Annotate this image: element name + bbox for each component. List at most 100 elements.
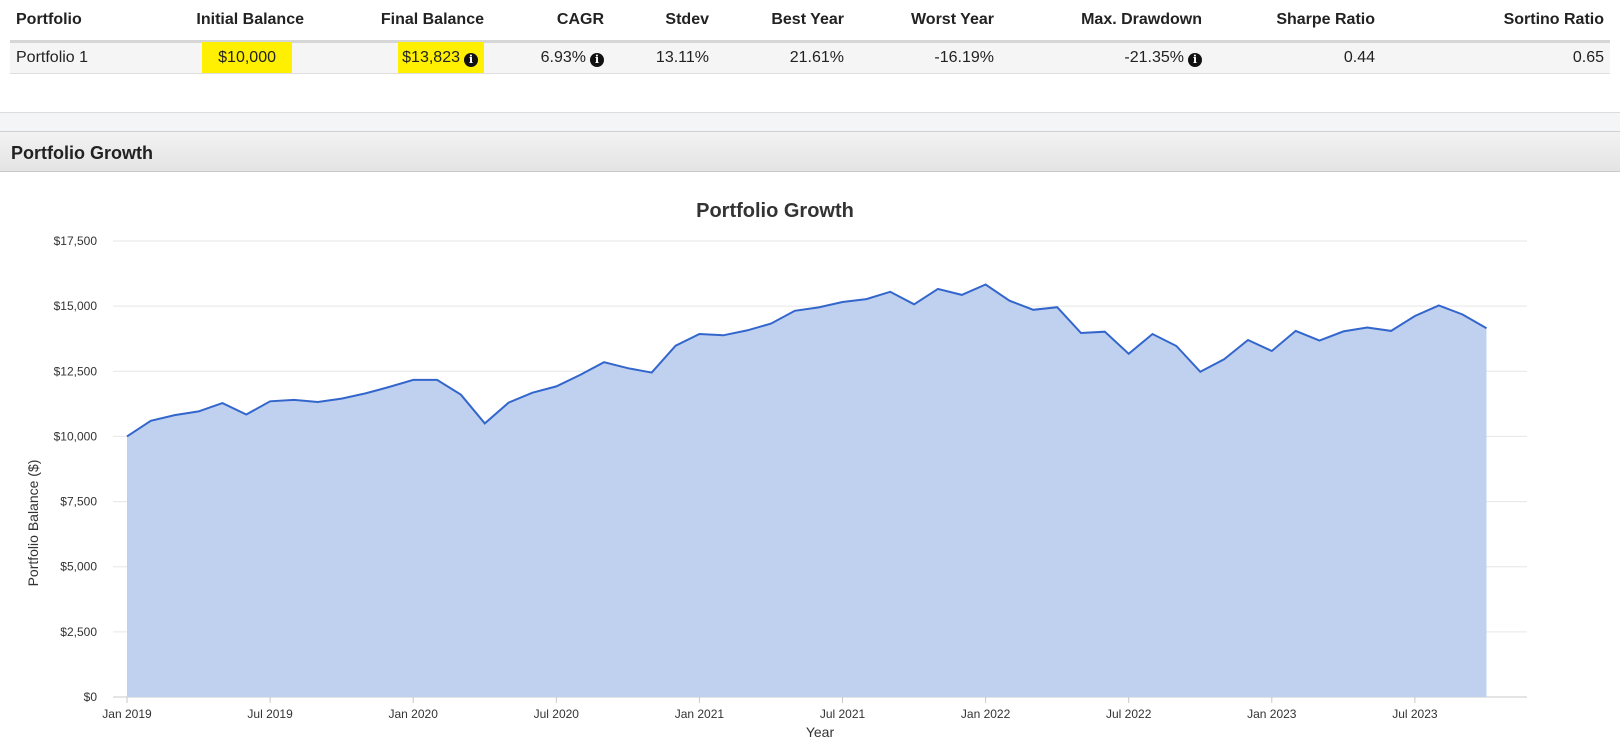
header-portfolio: Portfolio xyxy=(10,0,160,43)
x-tick-label: Jul 2021 xyxy=(820,707,866,721)
data-point[interactable]: Aug 2021 xyxy=(862,295,870,303)
data-point[interactable]: Jun 2019 xyxy=(242,411,250,419)
data-point[interactable]: Feb 2023 xyxy=(1292,327,1300,335)
data-point[interactable]: Jun 2021 xyxy=(815,303,823,311)
x-axis-ticks: Jan 2019 Jul 2019 Jan 2020 Jul 2020 Jan 2021… xyxy=(102,697,1438,721)
data-point[interactable]: Mar 2019 xyxy=(171,411,179,419)
data-point[interactable]: Feb 2019 xyxy=(147,417,155,425)
data-point[interactable]: May 2022 xyxy=(1077,329,1085,337)
data-point[interactable]: Jun 2023 xyxy=(1387,327,1395,335)
data-point[interactable]: Sep 2020 xyxy=(600,358,608,366)
info-circle-icon[interactable]: i xyxy=(464,52,478,67)
y-tick-label: $15,000 xyxy=(54,299,98,313)
data-point[interactable]: May 2023 xyxy=(1363,324,1371,332)
x-tick-label: Jan 2020 xyxy=(389,707,439,721)
data-point[interactable]: Aug 2022 xyxy=(1149,330,1157,338)
data-point[interactable]: Jan 2023 xyxy=(1268,347,1276,355)
data-point[interactable]: May 2019 xyxy=(218,399,226,407)
header-sharpe-ratio: Sharpe Ratio xyxy=(1208,0,1381,43)
data-point[interactable]: Feb 2020 xyxy=(433,376,441,384)
cell-best-year: 21.61% xyxy=(715,41,850,74)
data-point[interactable]: Sep 2021 xyxy=(886,288,894,296)
data-point[interactable]: Nov 2021 xyxy=(934,285,942,293)
data-point[interactable]: Jan 2022 xyxy=(982,281,990,289)
data-point[interactable]: Mar 2023 xyxy=(1316,337,1324,345)
data-point[interactable]: Jul 2020 xyxy=(552,382,560,390)
cell-sharpe-ratio: 0.44 xyxy=(1208,41,1381,74)
initial-balance-highlight: $10,000 xyxy=(202,41,292,73)
max-drawdown-value: -21.35% xyxy=(1124,48,1184,66)
data-point[interactable]: May 2020 xyxy=(505,399,513,407)
data-point[interactable]: Apr 2023 xyxy=(1339,327,1347,335)
data-point[interactable]: Feb 2021 xyxy=(719,331,727,339)
portfolio-growth-chart: Portfolio Growth $0 $2,500 $5,000 $7,500 $10… xyxy=(0,172,1620,742)
data-point[interactable]: Apr 2022 xyxy=(1053,303,1061,311)
header-cagr: CAGR xyxy=(490,0,610,43)
series-line[interactable] xyxy=(126,283,1488,438)
info-circle-icon[interactable]: i xyxy=(1188,52,1202,67)
data-point[interactable]: Nov 2022 xyxy=(1220,355,1228,363)
data-point[interactable]: Mar 2022 xyxy=(1029,306,1037,314)
data-point[interactable]: Oct 2019 xyxy=(338,395,346,403)
data-point[interactable]: Jan 2021 xyxy=(695,330,703,338)
data-point[interactable]: Aug 2023 xyxy=(1435,301,1443,309)
data-point[interactable]: Apr 2021 xyxy=(767,320,775,328)
cell-max-drawdown: -21.35% i xyxy=(1000,41,1208,74)
y-axis-title: Portfolio Balance ($) xyxy=(25,460,41,587)
data-point[interactable]: May 2021 xyxy=(791,307,799,315)
data-point[interactable]: Jan 2020 xyxy=(409,376,417,384)
cagr-value: 6.93% xyxy=(540,48,586,66)
info-circle-icon[interactable]: i xyxy=(590,52,604,67)
x-tick-label: Jul 2020 xyxy=(534,707,580,721)
data-point[interactable]: Oct 2023 xyxy=(1482,324,1490,332)
data-point[interactable]: Mar 2021 xyxy=(743,326,751,334)
data-point[interactable]: Sep 2019 xyxy=(314,398,322,406)
y-tick-label: $12,500 xyxy=(54,364,98,378)
data-point[interactable]: Jul 2019 xyxy=(266,397,274,405)
x-tick-label: Jan 2022 xyxy=(961,707,1011,721)
table-row: Portfolio 1 $10,000 $13,823 i 6.93% i 13.1… xyxy=(10,41,1610,74)
x-tick-label: Jul 2022 xyxy=(1106,707,1152,721)
data-point[interactable]: Aug 2020 xyxy=(576,371,584,379)
data-point[interactable]: Apr 2019 xyxy=(195,407,203,415)
header-worst-year: Worst Year xyxy=(850,0,1000,43)
data-point[interactable]: Apr 2020 xyxy=(481,419,489,427)
data-point[interactable]: Dec 2022 xyxy=(1244,336,1252,344)
data-point[interactable]: Jul 2021 xyxy=(839,298,847,306)
x-tick-label: Jan 2019 xyxy=(102,707,152,721)
cell-portfolio: Portfolio 1 xyxy=(10,41,160,74)
section-divider xyxy=(0,112,1620,132)
data-point[interactable]: Dec 2021 xyxy=(958,291,966,299)
data-point[interactable]: Nov 2019 xyxy=(362,389,370,397)
cell-final-balance: $13,823 i xyxy=(310,41,490,74)
header-sortino-ratio: Sortino Ratio xyxy=(1381,0,1610,43)
data-point[interactable]: Mar 2020 xyxy=(457,391,465,399)
data-point[interactable]: Oct 2020 xyxy=(624,364,632,372)
data-point[interactable]: Oct 2021 xyxy=(910,300,918,308)
data-point[interactable]: Jun 2020 xyxy=(528,389,536,397)
data-point[interactable]: Sep 2023 xyxy=(1459,310,1467,318)
stats-header-row: Portfolio Initial Balance Final Balance … xyxy=(10,0,1610,43)
data-point[interactable]: Feb 2022 xyxy=(1005,297,1013,305)
data-point[interactable]: Aug 2019 xyxy=(290,396,298,404)
data-point[interactable]: Jul 2022 xyxy=(1125,350,1133,358)
header-initial-balance: Initial Balance xyxy=(160,0,310,43)
data-point[interactable]: Sep 2022 xyxy=(1172,342,1180,350)
header-final-balance: Final Balance xyxy=(310,0,490,43)
data-point[interactable]: Nov 2020 xyxy=(648,369,656,377)
y-tick-label: $7,500 xyxy=(60,495,97,509)
data-point[interactable]: Jul 2023 xyxy=(1411,312,1419,320)
data-point[interactable]: Jun 2022 xyxy=(1101,328,1109,336)
cell-sortino-ratio: 0.65 xyxy=(1381,41,1610,74)
series-area: Jan 2019 Feb 2019 Mar 2019 Apr 2019 May 2019… xyxy=(123,281,1490,697)
data-point[interactable]: Oct 2022 xyxy=(1196,368,1204,376)
data-point[interactable]: Dec 2019 xyxy=(385,383,393,391)
y-tick-label: $17,500 xyxy=(54,234,98,248)
y-tick-label: $2,500 xyxy=(60,625,97,639)
data-point[interactable]: Dec 2020 xyxy=(672,342,680,350)
x-tick-label: Jul 2019 xyxy=(247,707,293,721)
x-axis-title: Year xyxy=(806,724,835,740)
section-header[interactable]: Portfolio Growth xyxy=(0,131,1620,172)
data-point[interactable]: Jan 2019 xyxy=(123,432,131,440)
y-axis-ticks: $0 $2,500 $5,000 $7,500 $10,000 $12,500 $15,00… xyxy=(54,234,98,704)
